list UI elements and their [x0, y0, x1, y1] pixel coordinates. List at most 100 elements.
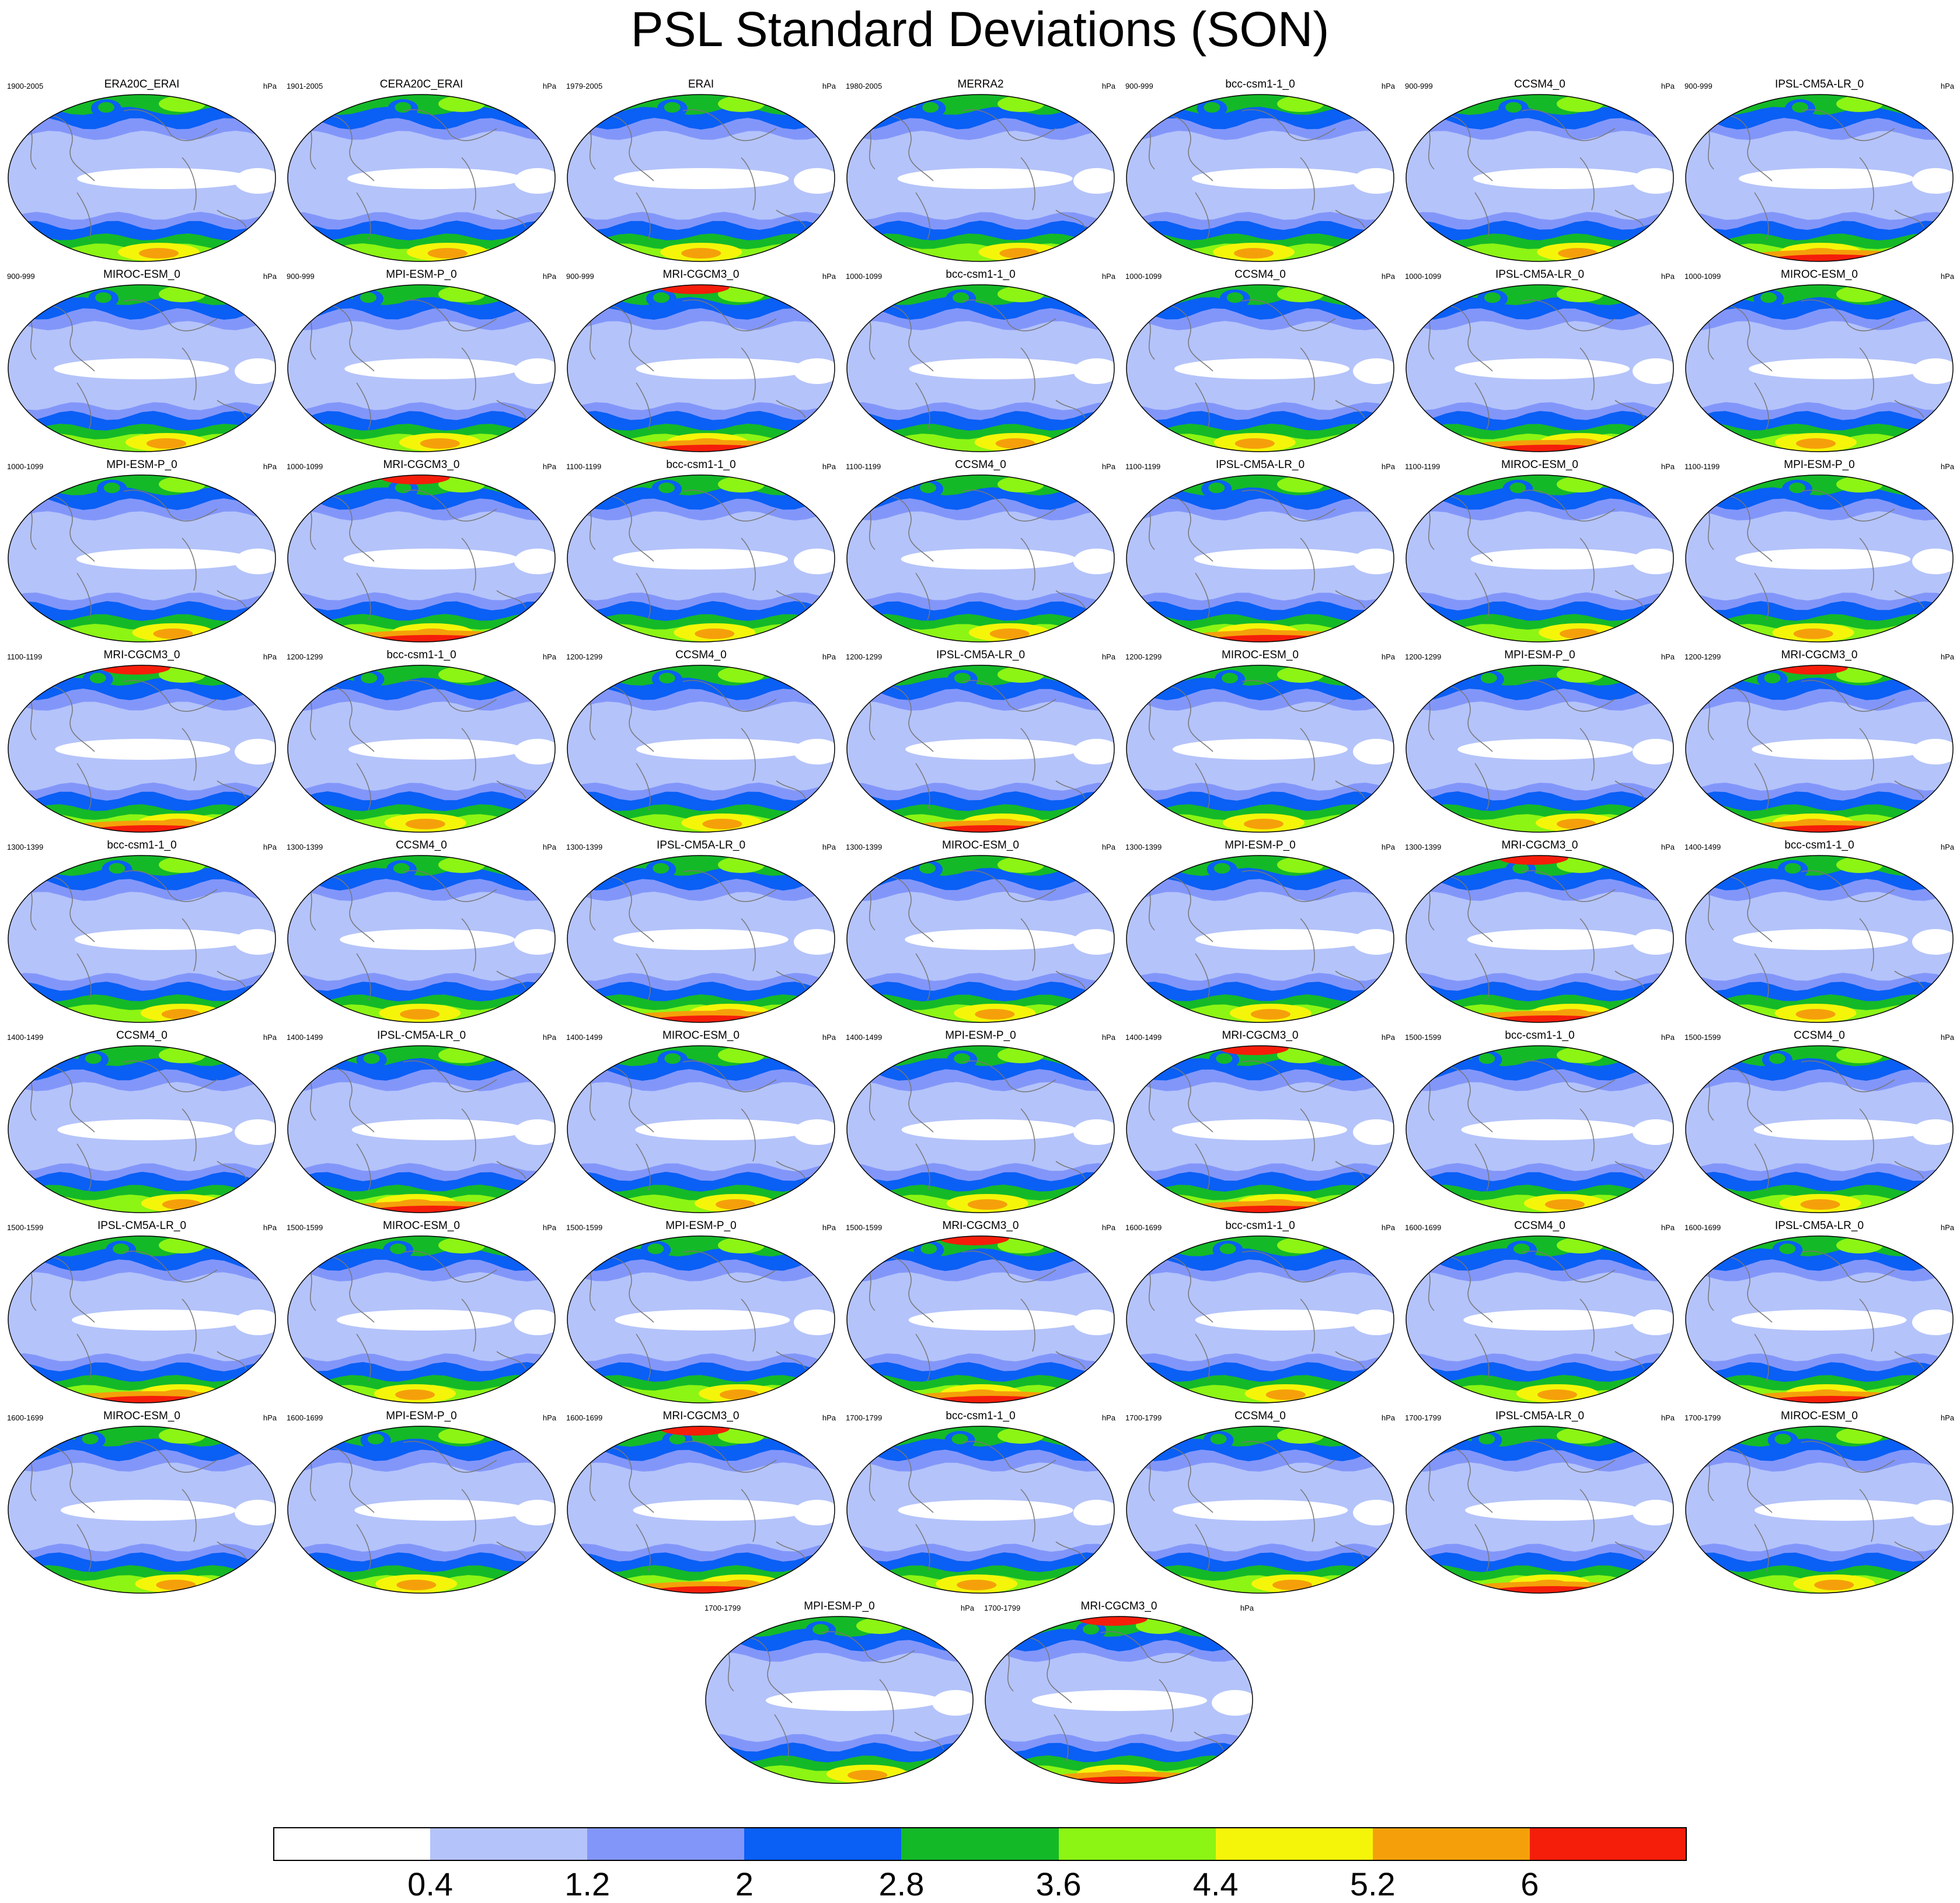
panel-period: 1500-1599 — [846, 1223, 883, 1232]
map-field — [1126, 1426, 1394, 1594]
panel-title: IPSL-CM5A-LR_0 — [376, 1029, 466, 1042]
panel-period: 1400-1499 — [846, 1033, 883, 1042]
panel-units: hPa — [542, 1033, 556, 1042]
panel-units: hPa — [542, 1223, 556, 1232]
map-panel: MIROC-ESM_0 1400-1499 hPa — [566, 1029, 836, 1214]
panel-units: hPa — [1940, 1223, 1954, 1232]
panel-period: 1300-1399 — [1125, 843, 1162, 851]
map-panel: MRI-CGCM3_0 1500-1599 hPa — [846, 1220, 1115, 1404]
panel-period: 1500-1599 — [566, 1223, 603, 1232]
map-panel: MIROC-ESM_0 1200-1299 hPa — [1125, 649, 1395, 833]
map-field — [846, 1045, 1115, 1213]
panel-units: hPa — [1661, 1033, 1675, 1042]
panel-period: 900-999 — [7, 272, 35, 281]
panel-units: hPa — [1940, 1033, 1954, 1042]
panel-units: hPa — [263, 1223, 277, 1232]
map-panel: MIROC-ESM_0 1100-1199 hPa — [1405, 459, 1675, 643]
map-field — [1126, 1235, 1394, 1403]
map-field — [1406, 1045, 1674, 1213]
map-panel: MPI-ESM-P_0 1200-1299 hPa — [1405, 649, 1675, 833]
colorbar-box — [1058, 1827, 1216, 1860]
panel-title: MPI-ESM-P_0 — [1784, 459, 1855, 471]
panel-title: MPI-ESM-P_0 — [386, 268, 457, 281]
panel-title: MIROC-ESM_0 — [383, 1220, 460, 1232]
panel-title: bcc-csm1-1_0 — [107, 839, 177, 851]
colorbar-box — [1215, 1827, 1373, 1860]
panel-units: hPa — [960, 1604, 974, 1612]
map-field — [287, 474, 556, 643]
map-field — [567, 284, 835, 452]
panel-period: 900-999 — [287, 272, 315, 281]
map-field — [8, 1045, 276, 1213]
map-field — [287, 94, 556, 262]
panel-period: 1600-1699 — [1405, 1223, 1442, 1232]
map-field — [567, 1235, 835, 1403]
panel-units: hPa — [822, 652, 836, 661]
map-field — [1126, 94, 1394, 262]
map-field — [1126, 1045, 1394, 1213]
panel-period: 1000-1099 — [1685, 272, 1721, 281]
map-field — [287, 1235, 556, 1403]
map-panel: MPI-ESM-P_0 1000-1099 hPa — [7, 459, 277, 643]
panel-units: hPa — [1381, 82, 1395, 90]
panel-units: hPa — [822, 1223, 836, 1232]
map-panel: CCSM4_0 1600-1699 hPa — [1405, 1220, 1675, 1404]
panel-period: 1200-1299 — [1685, 652, 1721, 661]
colorbar-box — [430, 1827, 588, 1860]
panel-title: MIROC-ESM_0 — [103, 1410, 180, 1422]
panel-period: 1700-1799 — [705, 1604, 741, 1612]
map-panel: MPI-ESM-P_0 1700-1799 hPa — [705, 1600, 974, 1785]
map-panel: bcc-csm1-1_0 1600-1699 hPa — [1125, 1220, 1395, 1404]
map-panel: CCSM4_0 1700-1799 hPa — [1125, 1410, 1395, 1594]
map-field — [846, 1235, 1115, 1403]
panel-period: 1300-1399 — [1405, 843, 1442, 851]
panel-units: hPa — [1940, 1413, 1954, 1422]
panel-units: hPa — [1101, 1223, 1115, 1232]
map-panel: IPSL-CM5A-LR_0 1100-1199 hPa — [1125, 459, 1395, 643]
map-field — [287, 1045, 556, 1213]
map-panel: CCSM4_0 1300-1399 hPa — [287, 839, 556, 1024]
map-field — [1406, 855, 1674, 1023]
panel-period: 1600-1699 — [287, 1413, 323, 1422]
map-panel: IPSL-CM5A-LR_0 1700-1799 hPa — [1405, 1410, 1675, 1594]
panel-title: CCSM4_0 — [955, 459, 1006, 471]
colorbar-box — [273, 1827, 431, 1860]
panel-units: hPa — [263, 462, 277, 471]
panel-period: 1500-1599 — [287, 1223, 323, 1232]
panel-units: hPa — [542, 82, 556, 90]
map-panel: MPI-ESM-P_0 900-999 hPa — [287, 268, 556, 453]
panel-units: hPa — [1101, 1033, 1115, 1042]
map-field — [1406, 94, 1674, 262]
map-panel: ERAI 1979-2005 hPa — [566, 78, 836, 263]
colorbar-tick-label: 5.2 — [1349, 1866, 1396, 1902]
panel-title: IPSL-CM5A-LR_0 — [97, 1220, 187, 1232]
map-field — [1406, 665, 1674, 833]
panel-period: 1700-1799 — [1405, 1413, 1442, 1422]
colorbar-tick-label: 4.4 — [1192, 1866, 1239, 1902]
panel-period: 1100-1199 — [1405, 462, 1441, 471]
panel-units: hPa — [822, 1033, 836, 1042]
figure-title: PSL Standard Deviations (SON) — [630, 2, 1330, 57]
map-panel: ERA20C_ERAI 1900-2005 hPa — [7, 78, 277, 263]
panel-period: 1100-1199 — [566, 462, 602, 471]
panel-title: MIROC-ESM_0 — [1222, 649, 1299, 661]
map-field — [8, 1235, 276, 1403]
panel-period: 900-999 — [566, 272, 594, 281]
map-field — [985, 1616, 1253, 1784]
panel-title: MPI-ESM-P_0 — [665, 1220, 737, 1232]
map-panel: MPI-ESM-P_0 1400-1499 hPa — [846, 1029, 1115, 1214]
map-field — [1685, 1426, 1954, 1594]
panel-units: hPa — [263, 82, 277, 90]
map-field — [567, 665, 835, 833]
colorbar-tick-label: 0.4 — [407, 1866, 454, 1902]
map-field — [8, 94, 276, 262]
map-panel: MRI-CGCM3_0 1700-1799 hPa — [984, 1600, 1254, 1785]
map-panel: MRI-CGCM3_0 1200-1299 hPa — [1685, 649, 1954, 833]
map-panel: CERA20C_ERAI 1901-2005 hPa — [287, 78, 556, 263]
map-field — [567, 1426, 835, 1594]
panel-units: hPa — [542, 652, 556, 661]
panel-units: hPa — [542, 843, 556, 851]
map-panel: IPSL-CM5A-LR_0 1600-1699 hPa — [1685, 1220, 1954, 1404]
map-panel: MRI-CGCM3_0 1600-1699 hPa — [566, 1410, 836, 1594]
panel-units: hPa — [1940, 462, 1954, 471]
